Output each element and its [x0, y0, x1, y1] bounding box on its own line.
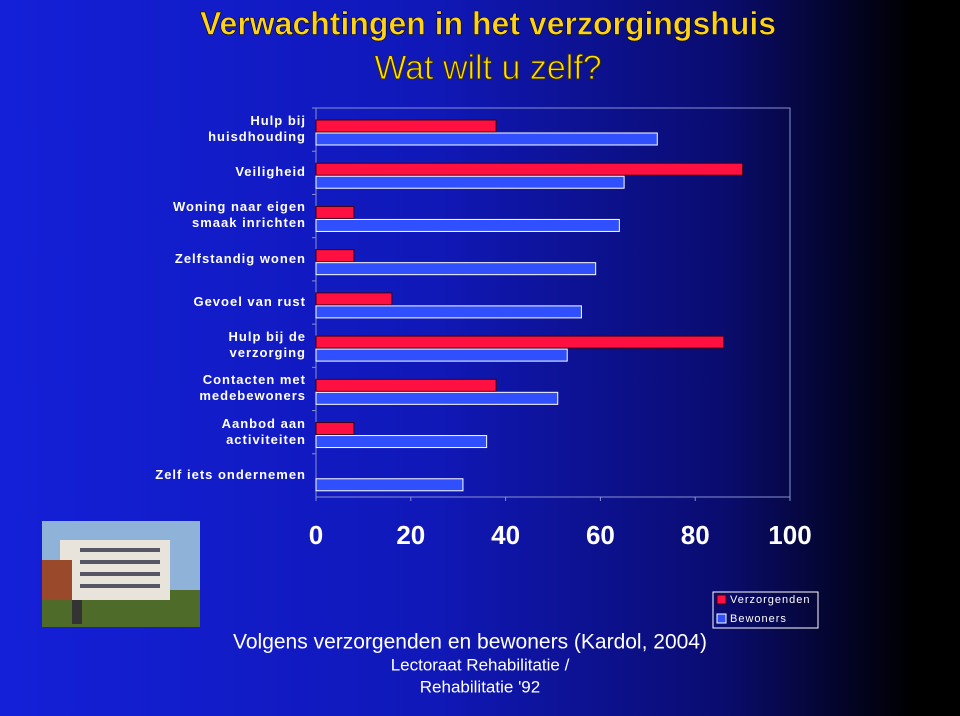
- bar: [315, 249, 355, 263]
- bar: [315, 262, 597, 276]
- x-tick-label: 0: [309, 520, 323, 550]
- category-label: Contacten met medebewoners: [199, 372, 306, 404]
- category-label: Hulp bij huisdhouding: [208, 113, 306, 144]
- bar: [315, 175, 625, 189]
- legend-swatch: [716, 613, 727, 624]
- legend-label: Verzorgenden: [730, 594, 811, 606]
- category-label: Gevoel van rust: [193, 293, 306, 309]
- bar: [315, 335, 725, 349]
- category-label: Aanbod aan activiteiten: [221, 415, 306, 447]
- caption: Volgens verzorgenden en bewoners (Kardol…: [233, 631, 707, 654]
- title: Verwachtingen in het verzorgingshuis: [200, 5, 776, 41]
- footer-line: Rehabilitatie '92: [420, 677, 540, 696]
- bar: [315, 378, 497, 392]
- legend-label: Bewoners: [730, 613, 787, 625]
- category-label: Hulp bij de verzorging: [228, 329, 306, 361]
- category-label: Woning naar eigen smaak inrichten: [172, 199, 306, 231]
- bar: [315, 478, 464, 492]
- bar: [315, 435, 488, 449]
- photo: [42, 521, 200, 627]
- x-tick-label: 60: [586, 520, 615, 550]
- category-label: Veiligheid: [235, 164, 306, 180]
- legend-box: [712, 591, 819, 629]
- legend-swatch: [716, 594, 727, 605]
- category-label: Zelf iets ondernemen: [155, 466, 306, 482]
- bar: [315, 391, 559, 405]
- bar: [315, 205, 355, 219]
- category-label: Zelfstandig wonen: [174, 250, 306, 266]
- bar: [315, 132, 658, 146]
- bar: [315, 119, 497, 133]
- subtitle: Wat wilt u zelf?: [374, 49, 601, 87]
- x-tick-label: 40: [491, 520, 520, 550]
- bar: [315, 218, 620, 232]
- x-tick-label: 100: [768, 520, 811, 550]
- bar: [315, 292, 393, 306]
- x-tick-label: 80: [681, 520, 710, 550]
- bar: [315, 422, 355, 436]
- bar: [315, 305, 582, 319]
- footer-line: Lectoraat Rehabilitatie /: [391, 655, 570, 674]
- bar: [315, 348, 568, 362]
- bar: [315, 162, 744, 176]
- x-tick-label: 20: [396, 520, 425, 550]
